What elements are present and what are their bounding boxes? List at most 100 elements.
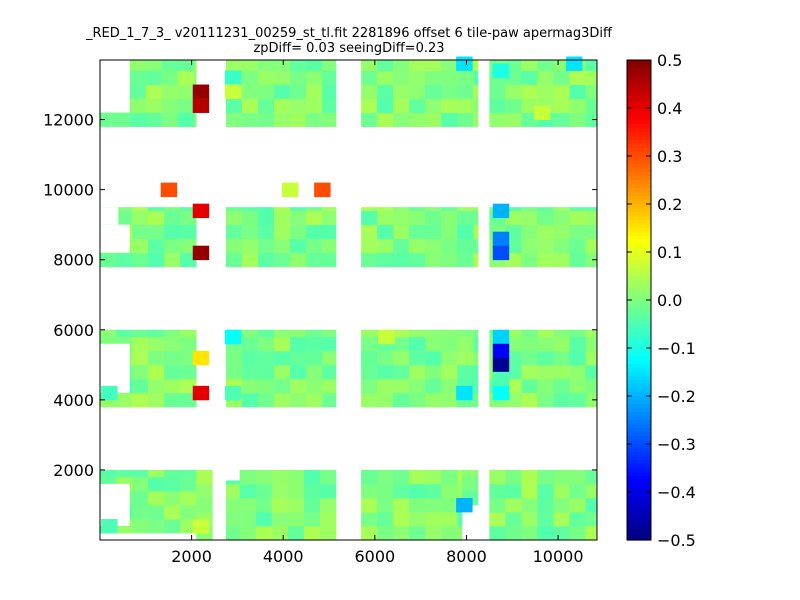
chart-subtitle: zpDiff= 0.03 seeingDiff=0.23 [253,41,444,56]
heatmap-cell [164,490,181,506]
heatmap-cell [148,364,165,380]
heatmap-cell [553,84,570,99]
heatmap-cell [409,329,426,338]
colorbar-segment [627,180,651,185]
heatmap-highlight-cell [566,56,583,71]
heatmap-cell [161,60,179,71]
heatmap-cell [180,210,197,226]
heatmap-cell [441,378,458,394]
heatmap-cell [553,210,570,226]
heatmap-cell [180,364,197,380]
colorbar-segment [627,244,651,249]
heatmap-cell [132,207,149,212]
heatmap-cell [145,98,163,113]
heatmap-cell [521,378,538,394]
colorbar-segment [627,424,651,429]
heatmap-cell [129,60,147,71]
heatmap-cell [274,207,291,212]
colorbar-segment [627,232,651,237]
heatmap-cell [377,469,394,485]
heatmap-cell [290,350,307,366]
heatmap-cell [505,224,522,240]
heatmap-cell [537,210,554,226]
heatmap-cell [537,378,554,394]
colorbar-segment [627,88,651,93]
heatmap-cell [303,469,321,485]
heatmap-cell [322,392,337,408]
colorbar-segment [627,68,651,73]
heatmap-cell [585,469,598,485]
heatmap-cell [537,70,554,85]
heatmap-cell [225,210,243,226]
heatmap-cell [255,497,273,513]
heatmap-cell [180,207,197,212]
heatmap-cell [319,525,337,541]
heatmap-cell [377,210,394,226]
heatmap-cell [505,483,522,499]
heatmap-cell [393,207,410,212]
colorbar-segment [627,264,651,269]
colorbar-segment [627,248,651,253]
heatmap-cell [132,350,149,366]
x-tick-label: 2000 [171,547,212,566]
heatmap-cell [132,210,149,226]
colorbar-segment [627,116,651,121]
heatmap-cell [461,476,479,492]
heatmap-cell [409,364,426,380]
heatmap-cell [473,210,479,226]
heatmap-cell [180,336,197,352]
colorbar-tick-label: 0.3 [657,147,682,166]
heatmap-cell [129,84,147,99]
heatmap-cell [377,378,394,394]
heatmap-cell [553,392,570,408]
colorbar-segment [627,320,651,325]
heatmap-cell [409,252,426,268]
y-tick-label: 10000 [43,181,94,200]
heatmap-cell [521,483,538,499]
heatmap-cell [196,483,213,499]
heatmap-cell [361,469,378,485]
heatmap-highlight-cell [492,357,510,373]
heatmap-cell [306,207,323,212]
colorbar-segment [627,260,651,265]
colorbar-segment [627,272,651,277]
heatmap-cell [393,224,410,240]
heatmap-cell [537,483,554,499]
heatmap-cell [505,98,522,113]
heatmap-cell [116,329,133,338]
colorbar-segment [627,352,651,357]
heatmap-cell [425,364,442,380]
heatmap-cell [585,392,598,408]
heatmap-cell [177,112,195,127]
heatmap-cell [553,70,570,85]
heatmap-cell [306,112,323,127]
heatmap-cell [180,476,197,492]
heatmap-highlight-cell [456,385,473,401]
heatmap-cell [287,469,305,485]
heatmap-cell [457,70,474,85]
heatmap-cell [585,483,598,499]
heatmap-cell [361,392,378,408]
heatmap-cell [569,350,586,366]
heatmap-cell [537,392,554,408]
colorbar-segment [627,452,651,457]
heatmap-cell [521,350,538,366]
heatmap-cell [306,329,323,338]
heatmap-cell [116,469,133,478]
heatmap-cell [569,98,586,113]
heatmap-cell [569,224,586,240]
heatmap-highlight-cell [492,63,510,78]
heatmap-cell [441,238,458,254]
heatmap-cell [164,252,181,268]
heatmap-cell [569,392,586,408]
heatmap-cell [409,497,426,513]
colorbar-segment [627,276,651,281]
heatmap-cell [537,336,554,352]
heatmap-cell [290,207,307,212]
heatmap-cell [242,70,259,85]
heatmap-cell [180,224,197,240]
heatmap-cell [393,252,410,268]
heatmap-cell [425,392,442,408]
heatmap-cell [505,511,522,527]
heatmap-cell [180,329,197,338]
